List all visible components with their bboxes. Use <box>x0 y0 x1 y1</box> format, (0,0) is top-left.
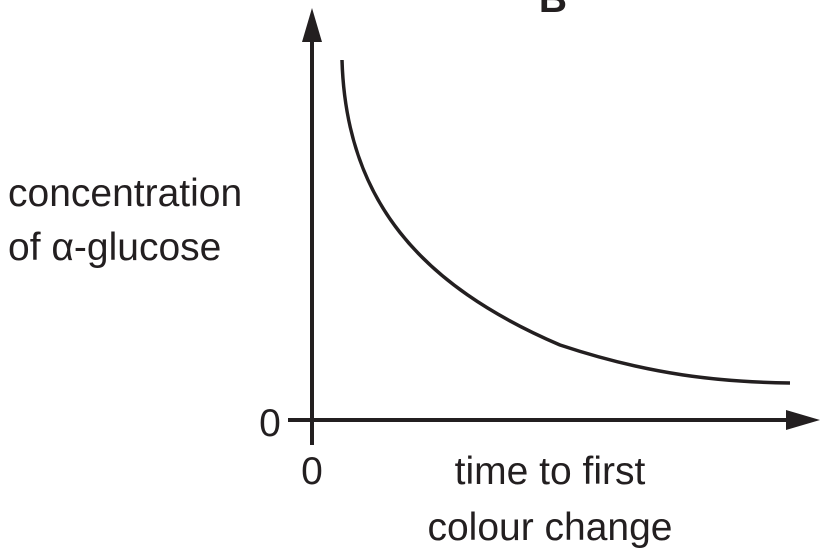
x-axis-label: time to first <box>455 450 646 493</box>
y-axis-arrow <box>302 8 322 42</box>
panel-label: B <box>539 0 567 21</box>
x-axis-arrow <box>786 410 820 430</box>
y-axis-label: of α-glucose <box>8 226 221 269</box>
x-axis-label: colour change <box>427 506 672 549</box>
curve <box>340 59 791 385</box>
y-origin-label: 0 <box>259 402 281 445</box>
x-origin-label: 0 <box>301 450 323 493</box>
y-axis-label: concentration <box>8 172 242 215</box>
